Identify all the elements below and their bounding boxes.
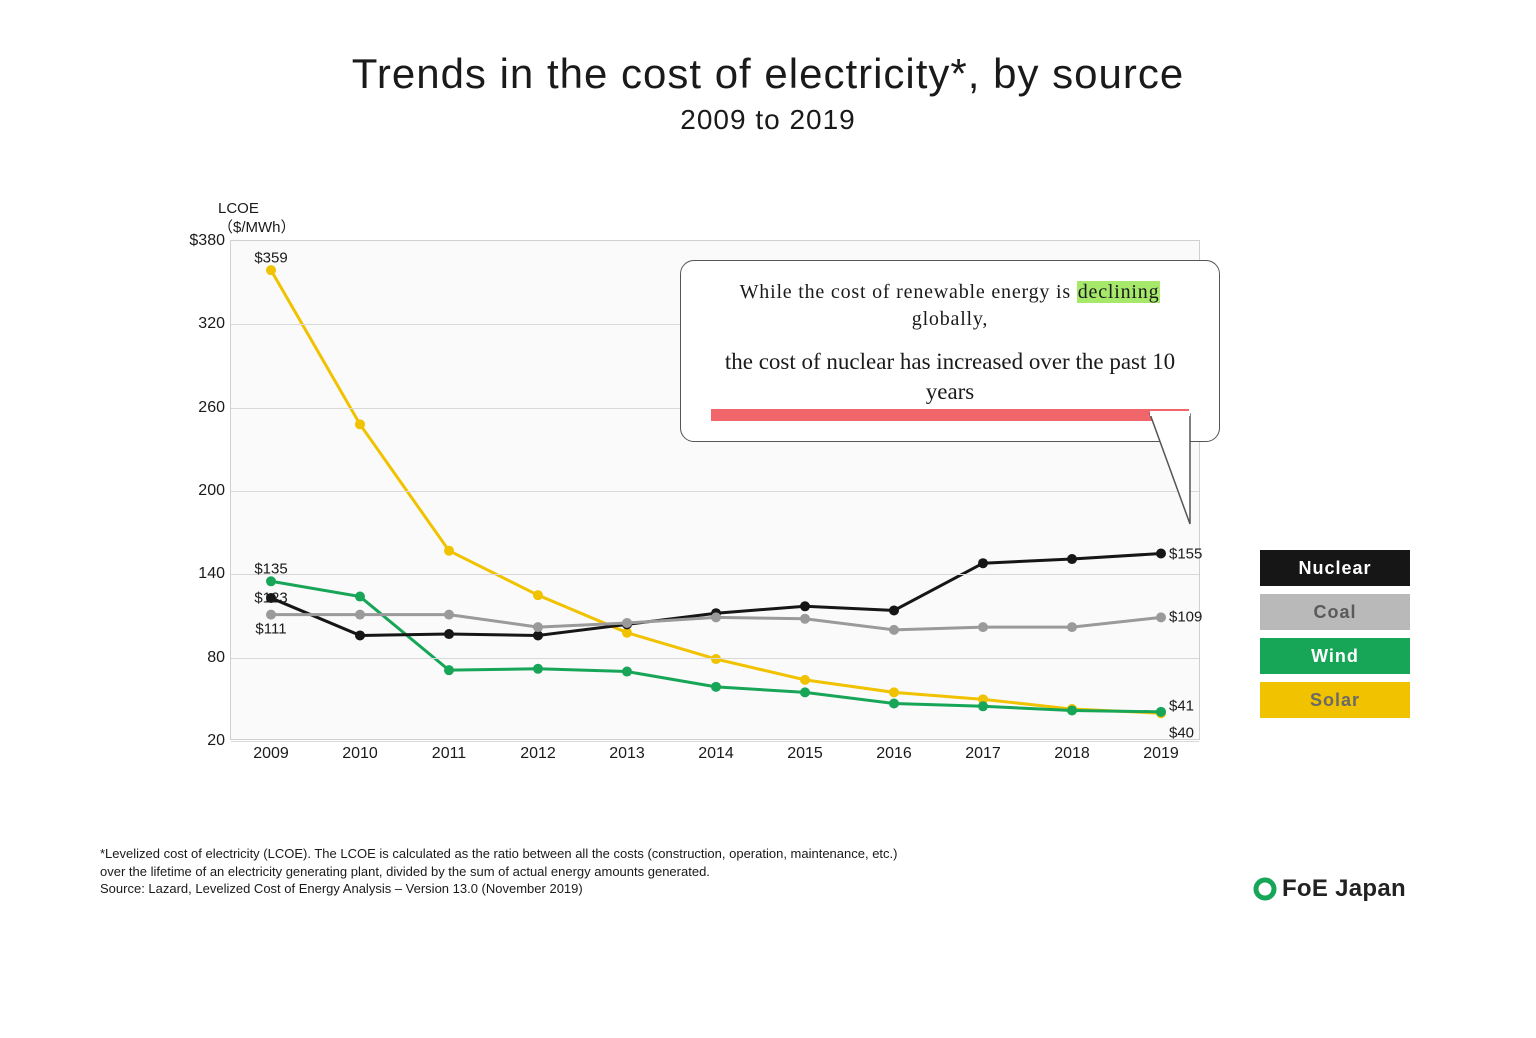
series-point <box>711 682 721 692</box>
callout-line-2: the cost of nuclear has increased over t… <box>711 347 1189 421</box>
y-tick-label: 20 <box>207 732 231 750</box>
series-point <box>889 625 899 635</box>
legend-item-coal: Coal <box>1260 594 1410 630</box>
series-point <box>444 610 454 620</box>
x-tick-label: 2016 <box>876 745 912 763</box>
series-point <box>444 629 454 639</box>
point-label: $40 <box>1169 725 1194 742</box>
y-tick-label: 80 <box>207 649 231 667</box>
x-tick-label: 2014 <box>698 745 734 763</box>
callout: While the cost of renewable energy is de… <box>680 260 1220 442</box>
series-point <box>533 590 543 600</box>
series-point <box>800 601 810 611</box>
x-tick-label: 2009 <box>253 745 289 763</box>
point-label: $123 <box>254 590 287 607</box>
figure-container: Trends in the cost of electricity*, by s… <box>100 30 1436 1008</box>
y-tick-label: 200 <box>198 482 231 500</box>
legend-item-nuclear: Nuclear <box>1260 550 1410 586</box>
callout-tail-icon <box>680 414 1220 494</box>
series-point <box>622 618 632 628</box>
x-tick-label: 2017 <box>965 745 1001 763</box>
legend: Nuclear Coal Wind Solar <box>1260 550 1410 726</box>
callout-line-1: While the cost of renewable energy is de… <box>711 279 1189 333</box>
point-label: $135 <box>254 561 287 578</box>
y-tick-label: 140 <box>198 565 231 583</box>
x-tick-label: 2015 <box>787 745 823 763</box>
legend-item-wind: Wind <box>1260 638 1410 674</box>
brand-ring-icon <box>1252 876 1278 902</box>
series-point <box>711 654 721 664</box>
gridline <box>231 658 1199 659</box>
footnote: *Levelized cost of electricity (LCOE). T… <box>100 845 897 898</box>
chart-area: LCOE （$/MWh） 2080140200260320$3802009201… <box>160 210 1220 770</box>
series-line-wind <box>271 581 1161 712</box>
point-label: $155 <box>1169 545 1202 562</box>
y-tick-label: 260 <box>198 399 231 417</box>
series-point <box>1156 549 1166 559</box>
y-tick-label: $380 <box>189 232 231 250</box>
series-point <box>533 622 543 632</box>
gridline <box>231 741 1199 742</box>
series-point <box>266 610 276 620</box>
series-point <box>355 630 365 640</box>
series-point <box>622 667 632 677</box>
series-point <box>1067 622 1077 632</box>
y-tick-label: 320 <box>198 315 231 333</box>
series-point <box>889 605 899 615</box>
x-tick-label: 2018 <box>1054 745 1090 763</box>
x-tick-label: 2012 <box>520 745 556 763</box>
legend-item-solar: Solar <box>1260 682 1410 718</box>
gridline <box>231 574 1199 575</box>
x-tick-label: 2013 <box>609 745 645 763</box>
chart-title: Trends in the cost of electricity*, by s… <box>100 50 1436 98</box>
series-point <box>800 675 810 685</box>
series-point <box>444 546 454 556</box>
series-point <box>800 614 810 624</box>
series-point <box>1067 705 1077 715</box>
series-point <box>800 687 810 697</box>
series-point <box>355 610 365 620</box>
series-point <box>533 664 543 674</box>
series-point <box>889 699 899 709</box>
series-point <box>444 665 454 675</box>
x-tick-label: 2011 <box>432 745 466 763</box>
series-point <box>1156 612 1166 622</box>
point-label: $111 <box>255 620 286 637</box>
x-tick-label: 2019 <box>1143 745 1179 763</box>
series-line-nuclear <box>271 554 1161 636</box>
point-label: $109 <box>1169 609 1202 626</box>
series-point <box>1067 554 1077 564</box>
chart-subtitle: 2009 to 2019 <box>100 104 1436 136</box>
series-point <box>711 612 721 622</box>
series-point <box>889 687 899 697</box>
series-point <box>355 592 365 602</box>
series-point <box>978 622 988 632</box>
point-label: $41 <box>1169 697 1194 714</box>
series-point <box>355 419 365 429</box>
brand-logo: FoE Japan <box>1252 875 1406 903</box>
point-label: $359 <box>254 250 287 267</box>
series-point <box>978 701 988 711</box>
series-point <box>978 558 988 568</box>
series-point <box>1156 707 1166 717</box>
x-tick-label: 2010 <box>342 745 378 763</box>
